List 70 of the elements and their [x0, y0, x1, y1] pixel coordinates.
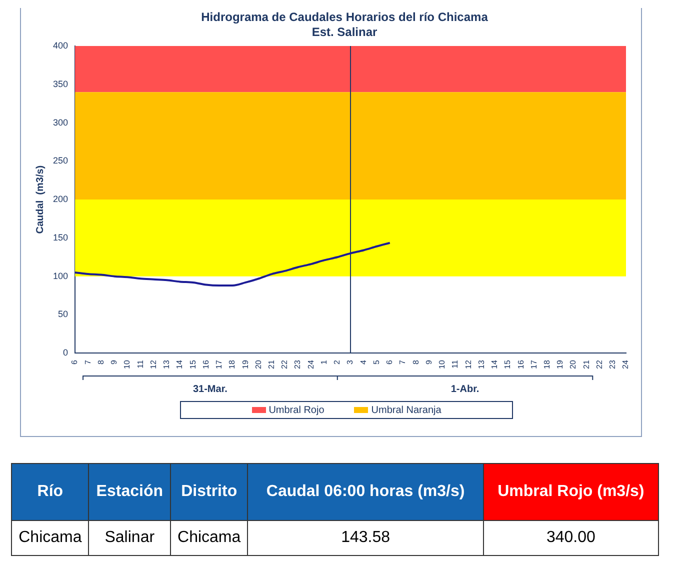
x-tick-label: 22 — [594, 360, 604, 370]
x-tick-label: 11 — [136, 360, 145, 368]
x-tick-label: 7 — [83, 360, 92, 365]
x-tick-label: 20 — [568, 360, 578, 370]
legend-label: Umbral Naranja — [370, 404, 442, 416]
y-tick-label: 50 — [58, 309, 68, 320]
x-tick-label: 13 — [476, 360, 486, 370]
text: 143.58 — [248, 520, 484, 556]
y-tick-label: 350 — [52, 78, 68, 89]
x-tick-label: 21 — [582, 360, 591, 370]
x-tick-label: 12 — [148, 360, 158, 370]
chart-title: Hidrograma de Caudales Horarios del río Chicama — [200, 10, 489, 25]
x-tick-label: 15 — [503, 360, 512, 370]
x-tick-label: 17 — [529, 360, 538, 370]
x-tick-label: 2 — [332, 360, 342, 365]
text: Umbral Rojo (m3/s) — [483, 464, 658, 520]
x-tick-label: 9 — [424, 360, 434, 365]
x-tick-label: 15 — [188, 360, 198, 370]
x-tick-label: 17 — [214, 360, 224, 370]
x-tick-label: 12 — [464, 360, 473, 370]
x-tick-label: 18 — [228, 360, 237, 370]
y-tick-label: 150 — [52, 232, 68, 242]
x-tick-label: 10 — [122, 360, 132, 370]
x-tick-label: 9 — [110, 360, 119, 365]
chart-subtitle: Est. Salinar — [310, 25, 378, 40]
text: 340.00 — [483, 520, 658, 556]
text: 31-Mar. — [192, 384, 228, 395]
x-tick-label: 3 — [346, 360, 355, 365]
x-tick-label: 18 — [542, 360, 552, 370]
text: 1-Abr. — [450, 384, 480, 395]
y-tick-label: 300 — [52, 117, 68, 128]
text: Chicama — [12, 520, 89, 556]
text: Estación — [88, 464, 170, 520]
legend-label: Umbral Rojo — [268, 404, 324, 416]
x-tick-label: 8 — [96, 360, 106, 365]
text: Salinar — [88, 520, 170, 556]
text: Chicama — [170, 520, 248, 556]
x-tick-label: 1 — [319, 360, 328, 365]
x-tick-label: 6 — [70, 360, 80, 365]
x-tick-label: 16 — [516, 360, 526, 370]
x-tick-label: 20 — [254, 360, 263, 370]
x-tick-label: 23 — [293, 360, 302, 370]
x-tick-label: 6 — [385, 360, 394, 365]
line-series — [74, 242, 391, 287]
x-tick-label: 4 — [358, 360, 368, 365]
y-tick-label: 250 — [52, 156, 68, 166]
x-tick-label: 22 — [280, 360, 290, 370]
y-axis-title: Caudal (m3/s) — [34, 165, 46, 234]
x-tick-label: 21 — [267, 360, 276, 370]
x-tick-label: 16 — [201, 360, 210, 370]
y-tick-label: 200 — [52, 194, 68, 204]
x-tick-label: 19 — [556, 360, 565, 370]
x-tick-label: 24 — [306, 360, 316, 370]
x-tick-label: 19 — [240, 360, 250, 370]
x-tick-label: 23 — [608, 360, 618, 370]
x-tick-label: 13 — [162, 360, 172, 370]
x-tick-label: 7 — [398, 360, 408, 365]
y-tick-label: 400 — [52, 40, 68, 50]
x-tick-label: 14 — [175, 360, 184, 370]
x-tick-label: 10 — [438, 360, 447, 370]
x-tick-label: 14 — [490, 360, 500, 370]
x-tick-label: 24 — [621, 360, 630, 370]
y-tick-label: 100 — [52, 270, 68, 281]
x-tick-label: 11 — [450, 360, 460, 368]
text: Río — [12, 464, 89, 520]
y-tick-label: 0 — [63, 348, 68, 358]
text: Caudal 06:00 horas (m3/s) — [248, 464, 484, 520]
x-tick-label: 5 — [372, 360, 381, 365]
x-tick-label: 8 — [411, 360, 420, 365]
text: Distrito — [170, 464, 248, 520]
